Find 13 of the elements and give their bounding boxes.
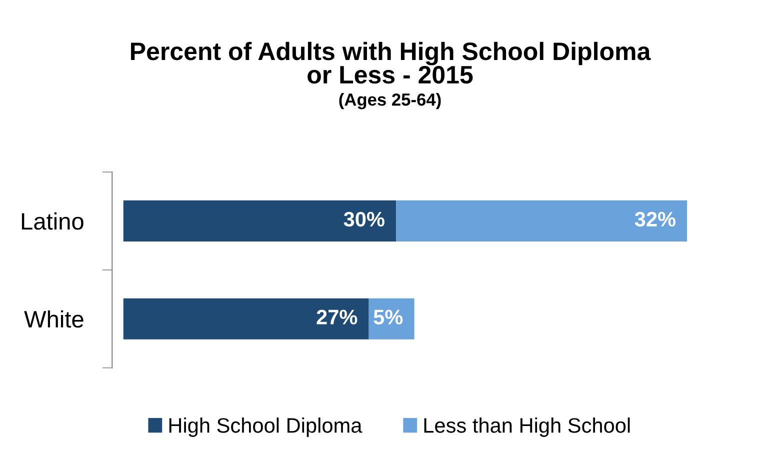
data-label: 27%	[316, 310, 358, 324]
legend-label: Less than High School	[424, 418, 630, 437]
y-tick-label: Latino	[22, 212, 84, 230]
bar	[123, 200, 396, 242]
bar	[396, 200, 688, 242]
data-label: 30%	[344, 212, 384, 227]
data-label: 5%	[374, 310, 403, 324]
legend-label: High School Diploma	[169, 418, 362, 437]
chart-subtitle: (Ages 25-64)	[339, 93, 441, 110]
bar	[123, 298, 369, 340]
chart-title: Percent of Adults with High School Diploma or Less - 2015	[131, 42, 651, 84]
data-label: 32%	[634, 212, 676, 227]
y-tick-label: White	[24, 310, 84, 328]
